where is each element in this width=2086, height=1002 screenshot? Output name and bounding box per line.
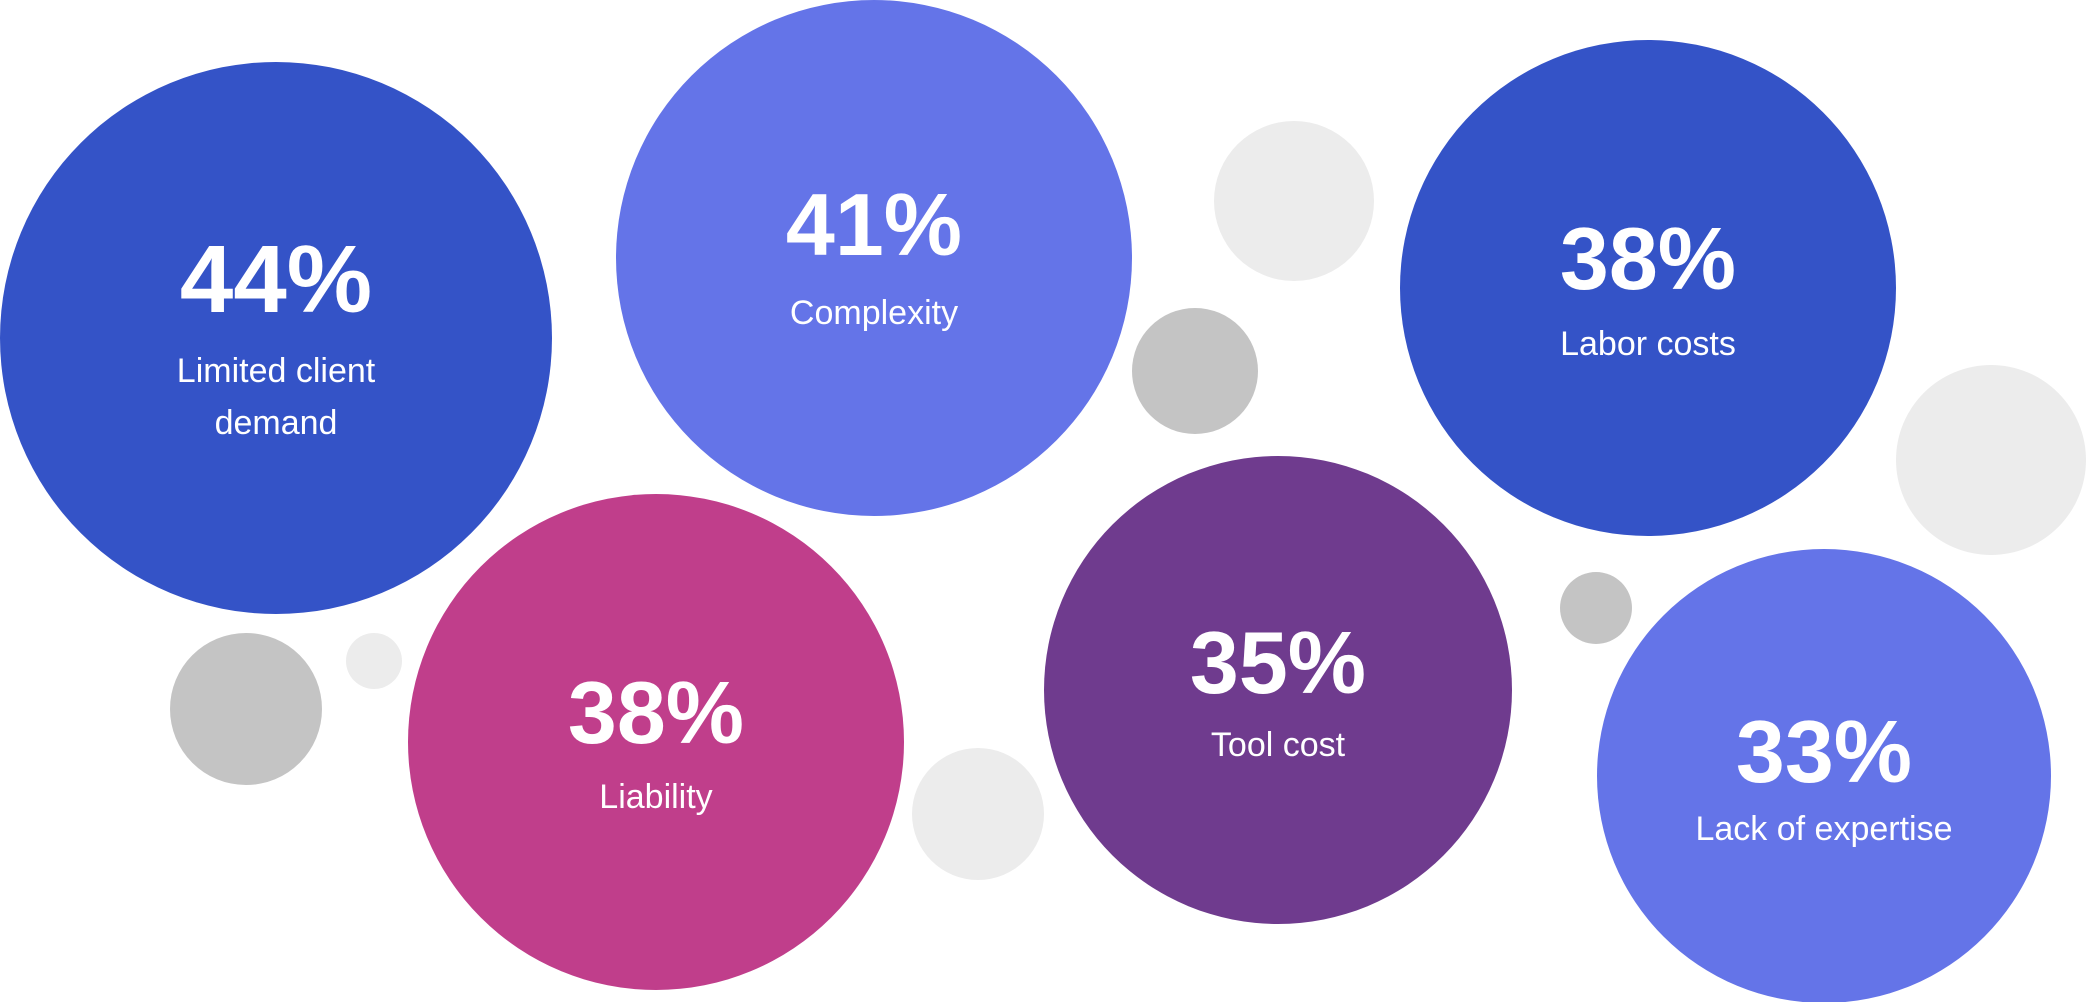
bubble-value: 38% — [568, 663, 744, 762]
bubble-circle — [616, 0, 1132, 516]
bubble: 41% Complexity — [616, 0, 1132, 516]
decorative-circle — [912, 748, 1044, 880]
decorative-circle — [1214, 121, 1374, 281]
decorative-circle — [1132, 308, 1258, 434]
bubble-label: demand — [215, 404, 338, 442]
bubble-label: Complexity — [790, 294, 958, 332]
bubble-circle — [0, 62, 552, 614]
decorative-circles — [170, 121, 2086, 880]
bubble-circle — [1400, 40, 1896, 536]
bubble-value: 35% — [1190, 613, 1366, 712]
bubble: 33% Lack of expertise — [1597, 549, 2051, 1002]
bubble-label: Labor costs — [1560, 325, 1736, 363]
bubble-value: 33% — [1736, 702, 1912, 801]
bubble: 38% Labor costs — [1400, 40, 1896, 536]
bubble-label: Limited client — [177, 352, 376, 390]
bubble-value: 44% — [180, 226, 372, 333]
decorative-circle — [1896, 365, 2086, 555]
bubble-circle — [1044, 456, 1512, 924]
bubble-label: Tool cost — [1211, 726, 1346, 764]
bubble-value: 38% — [1560, 209, 1736, 308]
decorative-circle — [170, 633, 322, 785]
bubble: 38% Liability — [408, 494, 904, 990]
bubble-label: Lack of expertise — [1695, 810, 1952, 848]
bubble-circle — [1597, 549, 2051, 1002]
decorative-circle — [1560, 572, 1632, 644]
bubble-value: 41% — [786, 175, 962, 274]
bubble-circle — [408, 494, 904, 990]
bubble-label: Liability — [599, 778, 712, 816]
bubble: 35% Tool cost — [1044, 456, 1512, 924]
decorative-circle — [346, 633, 402, 689]
bubble: 44% Limited client demand — [0, 62, 552, 614]
